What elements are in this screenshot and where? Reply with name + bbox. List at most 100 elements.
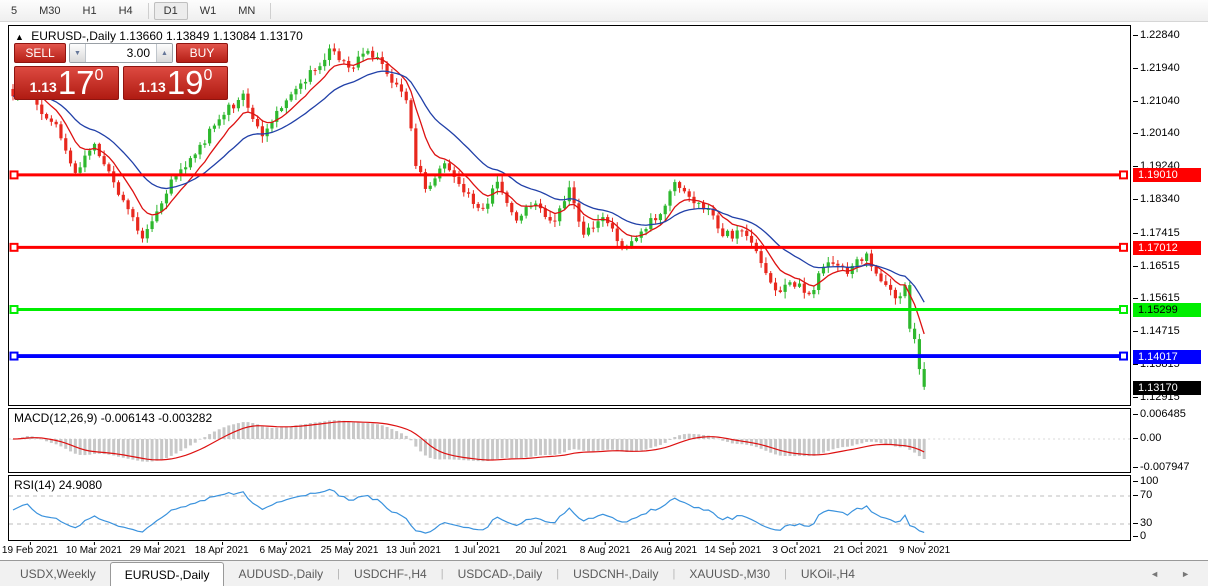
- sell-price-pips: 17: [57, 64, 95, 101]
- tab-usdcnh-daily[interactable]: USDCNH-,Daily: [573, 566, 659, 581]
- tab-scroll-controls: ◄ ►: [1150, 561, 1208, 586]
- tab-scroll-right-icon[interactable]: ►: [1181, 568, 1190, 579]
- buy-button[interactable]: BUY: [176, 43, 228, 63]
- hline-1.14017[interactable]: [9, 351, 1129, 361]
- volume-spinner: ▼ 3.00 ▲: [69, 43, 173, 63]
- trade-prices-row: 1.13 17 0 1.13 19 0: [14, 66, 228, 100]
- macd-tick--0.007947: -0.007947: [1133, 461, 1190, 474]
- macd-signal-line: [12, 421, 925, 461]
- symbol-tabs: USDX,Weekly EURUSD-,Daily AUDUSD-,Daily | US…: [0, 561, 869, 586]
- date-label-21-oct-2021: 21 Oct 2021: [833, 542, 888, 556]
- price-tick-1.22840: 1.22840: [1133, 29, 1180, 41]
- volume-input[interactable]: 3.00: [86, 44, 156, 62]
- level-price-chip-1.17012: 1.17012: [1133, 240, 1201, 255]
- rsi-tick-100: 100: [1132, 475, 1159, 487]
- sell-price-prefix: 1.13: [29, 79, 57, 95]
- price-tick-1.15615: 1.15615: [1133, 292, 1180, 305]
- level-price-chip-1.14017: 1.14017: [1133, 349, 1201, 364]
- timeframe-button-H4[interactable]: H4: [118, 4, 133, 17]
- one-click-trade-panel: SELL ▼ 3.00 ▲ BUY 1.13 17 0 1.13 19 0: [14, 43, 228, 100]
- date-label-18-apr-2021: 18 Apr 2021: [194, 542, 249, 556]
- timeframe-button-W1[interactable]: W1: [199, 4, 217, 17]
- timeframe-button-5[interactable]: 5: [11, 4, 18, 17]
- sell-price-display[interactable]: 1.13 17 0: [14, 66, 119, 100]
- hline-1.17012[interactable]: [9, 242, 1129, 252]
- tab-eurusd-daily[interactable]: EURUSD-,Daily: [109, 562, 225, 586]
- macd-indicator-panel[interactable]: MACD(12,26,9) -0.006143 -0.003282: [8, 408, 1131, 473]
- hline-1.15299[interactable]: [9, 305, 1129, 314]
- price-tick-1.17415: 1.17415: [1133, 226, 1180, 239]
- price-tick-1.21940: 1.21940: [1133, 61, 1180, 74]
- buy-price-point: 0: [203, 67, 213, 84]
- timeframe-button-D1[interactable]: D1: [153, 1, 188, 20]
- date-label-26-aug-2021: 26 Aug 2021: [640, 542, 698, 556]
- trade-controls-row: SELL ▼ 3.00 ▲ BUY: [14, 43, 228, 63]
- tab-usdchf-h4[interactable]: USDCHF-,H4: [354, 566, 427, 581]
- tab-separator: |: [672, 567, 676, 580]
- buy-price-display[interactable]: 1.13 19 0: [123, 66, 228, 100]
- chart-symbol-period: EURUSD-,Daily: [31, 29, 116, 43]
- rsi-tick-0: 0: [1132, 530, 1147, 542]
- tab-usdcad-daily[interactable]: USDCAD-,Daily: [457, 566, 543, 581]
- date-label-3-oct-2021: 3 Oct 2021: [772, 542, 822, 556]
- macd-chart-svg: [9, 420, 1130, 462]
- rsi-chart-svg: [9, 488, 1130, 534]
- date-label-19-feb-2021: 19 Feb 2021: [1, 542, 59, 556]
- tab-usdx-weekly[interactable]: USDX,Weekly: [20, 566, 96, 581]
- tab-separator: |: [784, 567, 787, 580]
- date-label-25-may-2021: 25 May 2021: [320, 542, 379, 556]
- sell-price-point: 0: [94, 67, 104, 84]
- level-price-chip-1.15299: 1.15299: [1133, 303, 1201, 318]
- date-label-1-jul-2021: 1 Jul 2021: [454, 542, 501, 556]
- date-label-29-mar-2021: 29 Mar 2021: [129, 542, 186, 556]
- tab-audusd-daily[interactable]: AUDUSD-,Daily: [238, 566, 324, 581]
- level-price-chip-1.19010: 1.19010: [1133, 167, 1201, 182]
- macd-values: -0.006143 -0.003282: [100, 411, 213, 425]
- date-label-10-mar-2021: 10 Mar 2021: [65, 542, 122, 556]
- volume-increase-button[interactable]: ▲: [156, 44, 172, 62]
- tab-xauusd-m30[interactable]: XAUUSD-,M30: [689, 566, 770, 581]
- date-axis[interactable]: 19 Feb 2021 10 Mar 2021 29 Mar 2021 18 Apr …: [2, 542, 1131, 559]
- macd-tick-0.006485: 0.006485: [1133, 408, 1186, 421]
- volume-decrease-button[interactable]: ▼: [70, 44, 86, 62]
- date-label-13-jun-2021: 13 Jun 2021: [385, 542, 441, 556]
- ma-slow-line: [12, 70, 925, 303]
- date-label-14-sep-2021: 14 Sep 2021: [704, 542, 762, 556]
- sell-button[interactable]: SELL: [14, 43, 66, 63]
- timeframe-button-MN[interactable]: MN: [238, 4, 256, 17]
- price-chart-svg: [9, 43, 1129, 390]
- price-tick-1.21040: 1.21040: [1133, 94, 1180, 107]
- date-label-6-may-2021: 6 May 2021: [259, 542, 312, 556]
- timeframe-button-H1[interactable]: H1: [82, 4, 97, 17]
- macd-label: MACD(12,26,9) -0.006143 -0.003282: [14, 411, 212, 425]
- tab-scroll-left-icon[interactable]: ◄: [1150, 568, 1160, 579]
- rsi-value: 24.9080: [58, 478, 103, 492]
- timeframe-button-M30[interactable]: M30: [39, 4, 61, 17]
- ma-fast-line: [12, 57, 925, 335]
- rsi-tick-70: 70: [1132, 489, 1153, 501]
- price-axis[interactable]: 1.22840 1.21940 1.21040 1.20140 1.19240 1.183…: [1131, 25, 1208, 542]
- price-tick-1.14715: 1.14715: [1133, 325, 1180, 338]
- tab-separator: |: [440, 567, 444, 580]
- collapse-arrow-icon[interactable]: ▲: [15, 32, 24, 42]
- macd-histogram: [11, 420, 926, 462]
- date-label-20-jul-2021: 20 Jul 2021: [515, 542, 568, 556]
- tab-separator: |: [556, 567, 560, 580]
- rsi-indicator-panel[interactable]: RSI(14) 24.9080: [8, 475, 1131, 541]
- date-label-8-aug-2021: 8 Aug 2021: [579, 542, 631, 556]
- chart-ohlc-values: 1.13660 1.13849 1.13084 1.13170: [119, 29, 303, 43]
- buy-price-prefix: 1.13: [138, 79, 166, 95]
- date-label-9-nov-2021: 9 Nov 2021: [899, 542, 951, 556]
- toolbar-separator: [270, 2, 272, 19]
- current-price-chip: 1.13170: [1133, 380, 1201, 395]
- rsi-label: RSI(14) 24.9080: [14, 478, 102, 492]
- rsi-line: [12, 488, 925, 534]
- price-tick-1.20140: 1.20140: [1133, 127, 1180, 140]
- price-chart-panel[interactable]: ▲ EURUSD-,Daily 1.13660 1.13849 1.13084 …: [8, 25, 1131, 406]
- price-tick-1.18340: 1.18340: [1133, 193, 1180, 206]
- hline-1.19010[interactable]: [9, 170, 1129, 180]
- tab-ukoil-h4[interactable]: UKOil-,H4: [800, 566, 855, 581]
- toolbar-separator: [147, 2, 149, 19]
- price-tick-1.16515: 1.16515: [1133, 259, 1180, 272]
